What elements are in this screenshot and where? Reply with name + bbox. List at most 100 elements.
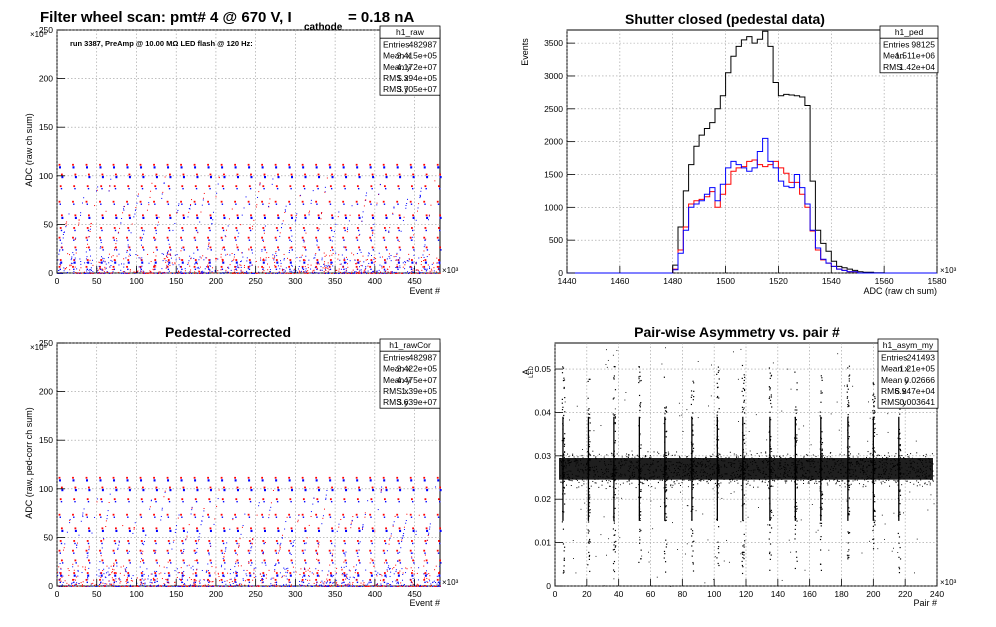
data-point [343,562,344,563]
data-point [923,471,924,472]
data-point [338,254,339,255]
data-point [87,579,88,580]
x-tick-label: 300 [288,589,302,599]
data-point [195,584,196,585]
data-point [173,264,174,265]
data-point [203,579,204,580]
data-point [264,527,266,529]
data-point [246,196,247,197]
data-point [263,543,264,544]
data-point [236,266,237,267]
data-point [115,188,116,189]
data-point [74,487,76,489]
data-point [824,457,825,458]
data-point [169,487,171,489]
data-point [317,575,319,577]
data-point [426,188,427,189]
data-point [249,579,250,580]
data-point [310,269,311,270]
data-point [358,501,359,502]
data-point [389,258,390,259]
data-point [729,457,730,458]
data-point [413,530,415,532]
data-point [632,473,633,474]
data-point [232,209,233,210]
data-point [760,470,761,471]
data-point [212,581,213,582]
data-point [383,580,384,581]
data-point [362,221,363,222]
data-point [612,476,613,477]
data-point [195,517,196,518]
data-point [412,214,414,216]
data-point [658,453,659,454]
data-point [244,272,245,273]
data-point [291,527,293,529]
data-point [437,237,439,239]
data-point [391,260,392,261]
data-point [167,479,169,481]
data-point [912,478,913,479]
data-point [406,203,407,204]
data-point [375,586,376,587]
data-point [685,468,686,469]
data-point [322,570,323,571]
data-point [316,585,317,586]
data-point [349,585,350,586]
data-point [436,586,437,587]
data-point [242,527,243,528]
data-point [265,565,266,566]
data-point [685,466,686,467]
data-point [251,546,252,547]
data-point [345,487,347,489]
data-point [838,465,839,466]
data-point [336,273,337,274]
data-point [356,166,358,168]
data-point [126,237,128,239]
data-point [321,523,322,524]
data-point [269,586,270,587]
data-point [373,262,374,263]
data-point [412,553,413,554]
data-point [201,520,202,521]
data-point [735,459,736,460]
data-point [233,583,234,584]
data-point [373,259,374,260]
data-point [866,479,867,480]
data-point [440,176,442,178]
data-point [149,272,150,273]
data-point [130,255,131,256]
data-point [411,269,412,270]
data-point [272,585,273,586]
data-point [328,265,329,266]
data-point [181,271,182,272]
data-point [303,204,304,205]
data-point [439,247,441,249]
data-point [180,164,182,166]
data-point [372,232,373,233]
data-point [302,255,303,256]
data-point [316,540,318,542]
data-point [574,461,575,462]
data-point [305,586,306,587]
data-point [174,262,175,263]
data-point [389,538,390,539]
data-point [288,477,290,479]
data-point [211,223,212,224]
data-point [113,585,114,586]
data-point [383,479,385,481]
data-point [298,268,299,269]
data-point [428,219,429,220]
data-point [182,188,183,189]
data-point [61,174,63,176]
y-axis-label: ADC (raw ch sum) [24,113,34,187]
data-point [150,191,151,192]
data-point [402,273,403,274]
data-point [159,565,160,566]
data-point [575,475,576,476]
data-point [173,586,174,587]
data-point [412,543,413,544]
data-point [398,583,399,584]
data-point [143,271,144,272]
data-point [855,479,856,480]
